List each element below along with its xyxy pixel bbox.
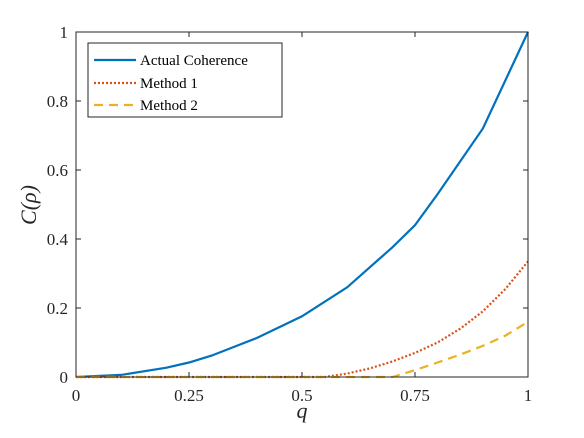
y-tick-label: 0.6	[47, 161, 68, 180]
series-line-method-1	[76, 260, 529, 379]
series-layer	[75, 31, 529, 379]
x-tick-label: 1	[524, 386, 533, 405]
legend-label-method-2: Method 2	[140, 98, 198, 114]
y-tick-label: 0.2	[47, 299, 68, 318]
series-line-actual-coherence	[75, 31, 529, 379]
legend-label-method-1: Method 1	[140, 76, 198, 92]
y-tick-label: 1	[60, 23, 69, 42]
x-tick-label: 0.5	[291, 386, 312, 405]
legend: Actual Coherence Method 1 Method 2	[87, 42, 283, 118]
y-tick-label: 0	[60, 368, 69, 387]
y-tick-label: 0.8	[47, 92, 68, 111]
legend-box	[87, 42, 283, 118]
x-tick-label: 0	[72, 386, 81, 405]
x-tick-label: 0.25	[174, 386, 204, 405]
legend-label-actual-coherence: Actual Coherence	[140, 53, 248, 69]
series-line-method-2	[76, 320, 529, 379]
x-axis-title: q	[297, 398, 308, 423]
y-tick-label: 0.4	[47, 230, 69, 249]
x-tick-label: 0.75	[400, 386, 430, 405]
tick-layer: 0 0.25 0.5 0.75 1 0 0.2 0.4 0.6 0.8 1	[47, 23, 533, 405]
y-axis-title: C(ρ)	[16, 185, 41, 225]
